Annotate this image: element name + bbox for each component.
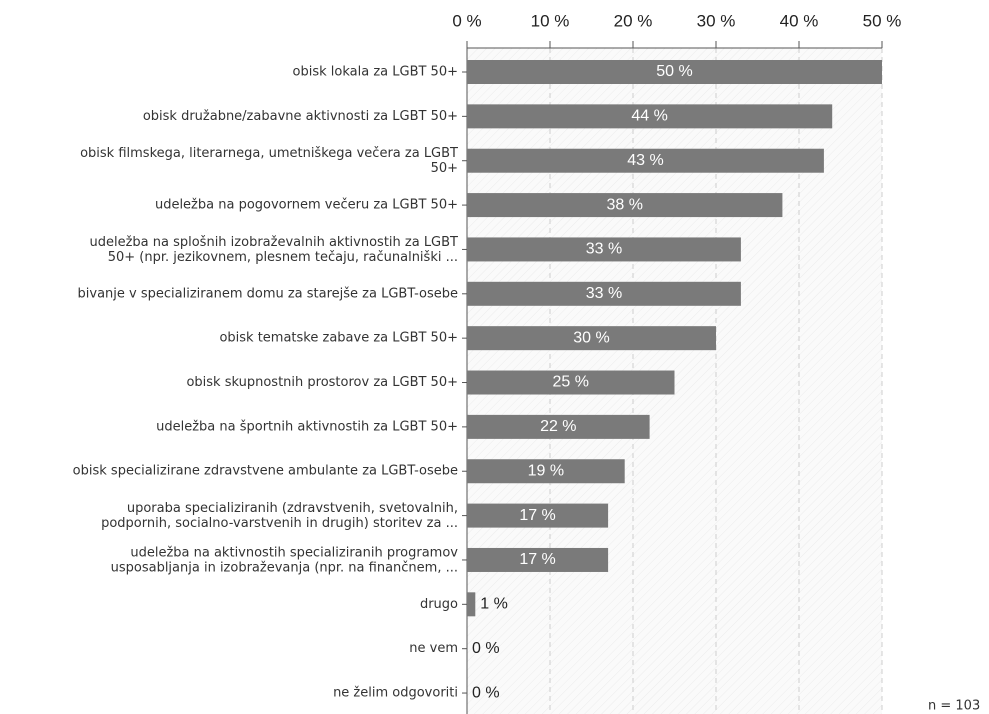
value-label: 30 % [573,329,609,346]
value-label: 0 % [472,640,500,657]
y-tick-label: bivanje v specializiranem domu za starej… [78,286,458,301]
value-label: 1 % [480,596,508,613]
bar [467,193,783,218]
x-tick-label: 20 % [614,11,653,30]
y-tick-label: drugo [420,597,458,612]
bar [467,370,675,395]
y-tick-label: udeležba na aktivnostih specializiranih … [111,545,459,575]
bar [467,60,882,84]
x-tick-label: 10 % [531,11,570,30]
value-label: 17 % [519,551,555,568]
value-label: 22 % [540,418,576,435]
y-tick-label: ne vem [409,641,458,656]
x-tick-label: 50 % [863,11,902,30]
bar [467,547,609,572]
y-tick-label: udeležba na pogovornem večeru za LGBT 50… [155,198,458,213]
value-label: 17 % [519,507,555,524]
y-tick-label: obisk filmskega, literarnega, umetniškeg… [80,146,458,176]
y-tick-label: obisk tematske zabave za LGBT 50+ [219,331,458,346]
value-label: 50 % [656,63,692,80]
y-tick-label: obisk skupnostnih prostorov za LGBT 50+ [186,375,458,390]
annotation: n = 103 [928,699,980,714]
y-tick-label: obisk družabne/zabavne aktivnosti za LGB… [143,109,458,124]
bar [467,414,650,439]
x-tick-label: 30 % [697,11,736,30]
y-tick-label: udeležba na športnih aktivnostih za LGBT… [156,419,458,434]
bar [467,503,609,528]
value-label: 0 % [472,684,500,701]
y-tick-label: uporaba specializiranih (zdravstvenih, s… [101,501,458,531]
value-label: 33 % [586,241,622,258]
value-label: 38 % [606,196,642,213]
bar [467,459,625,484]
bar [467,104,833,129]
bar [467,148,824,173]
bar [467,326,716,351]
y-tick-label: obisk lokala za LGBT 50+ [293,65,458,80]
y-tick-label: ne želim odgovoriti [333,686,458,701]
value-label: 25 % [553,374,589,391]
x-tick-label: 0 % [452,11,481,30]
value-label: 33 % [586,285,622,302]
y-tick-label: obisk specializirane zdravstvene ambulan… [73,464,458,479]
bar [467,237,741,262]
bar [467,592,476,617]
value-label: 44 % [631,108,667,125]
y-tick-label: udeležba na splošnih izobraževalnih akti… [89,234,458,264]
value-label: 19 % [528,462,564,479]
value-label: 43 % [627,152,663,169]
x-tick-label: 40 % [780,11,819,30]
bar [467,281,741,306]
